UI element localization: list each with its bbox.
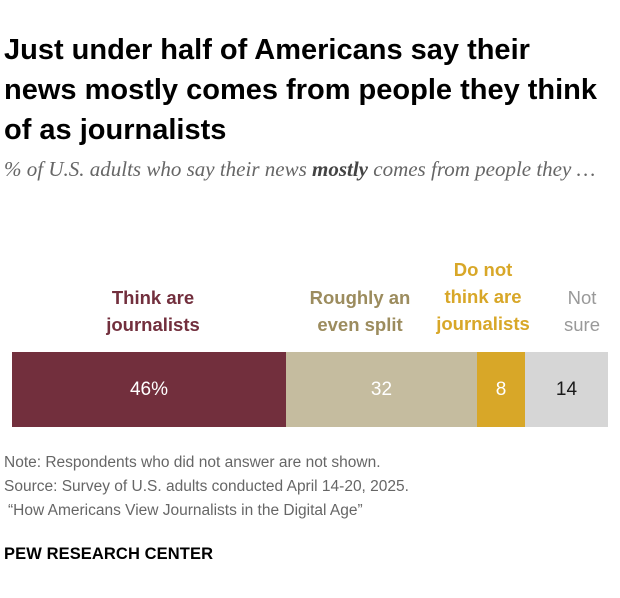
subtitle-text-end: comes from people they … [368,157,596,181]
source-report-title: “How Americans View Journalists in the D… [8,502,363,519]
legend-do-not-think-line2: think are [444,286,522,307]
bar-value-label-do-not-think-are-journalists: 8 [495,379,507,400]
bar-value-label-think-are-journalists: 46% [129,379,169,400]
note-text: Note: Respondents who did not answer are… [4,454,381,471]
bar-segment-think-are-journalists [12,352,286,427]
subtitle-text-start: % of U.S. adults who say their news [4,157,312,181]
legend-do-not-think-line1: Do not [453,259,513,280]
legend-think-are-journalists: Think are journalists [96,284,210,338]
legend-not-sure-line1: Not [567,287,597,308]
legend-not-sure-line2: sure [564,314,600,335]
legend-not-sure: Not sure [550,284,614,338]
bar-segment-not-sure [525,352,608,427]
chart-subtitle: % of U.S. adults who say their news most… [4,154,616,185]
chart-title: Just under half of Americans say their n… [4,34,598,146]
legend-roughly-even-split-line2: even split [317,314,403,335]
chart-notes: Note: Respondents who did not answer are… [4,451,616,523]
legend-do-not-think-are-journalists: Do not think are journalists [430,256,536,337]
legend-roughly-even-split-line1: Roughly an [309,287,411,308]
stacked-bar: 46% 32 8 14 [12,352,608,427]
legend-think-are-journalists-line2: journalists [106,314,200,335]
bar-value-label-not-sure: 14 [555,379,578,400]
bar-segment-roughly-even-split [286,352,477,427]
subtitle-emphasis: mostly [312,157,368,181]
legend-roughly-even-split: Roughly an even split [294,284,426,338]
legend-do-not-think-line3: journalists [436,313,530,334]
pew-research-center-logo: PEW RESEARCH CENTER [4,545,214,563]
source-text: Source: Survey of U.S. adults conducted … [4,478,409,495]
bar-segment-do-not-think-are-journalists [477,352,525,427]
bar-value-label-roughly-even-split: 32 [370,379,393,400]
legend-think-are-journalists-line1: Think are [111,287,195,308]
